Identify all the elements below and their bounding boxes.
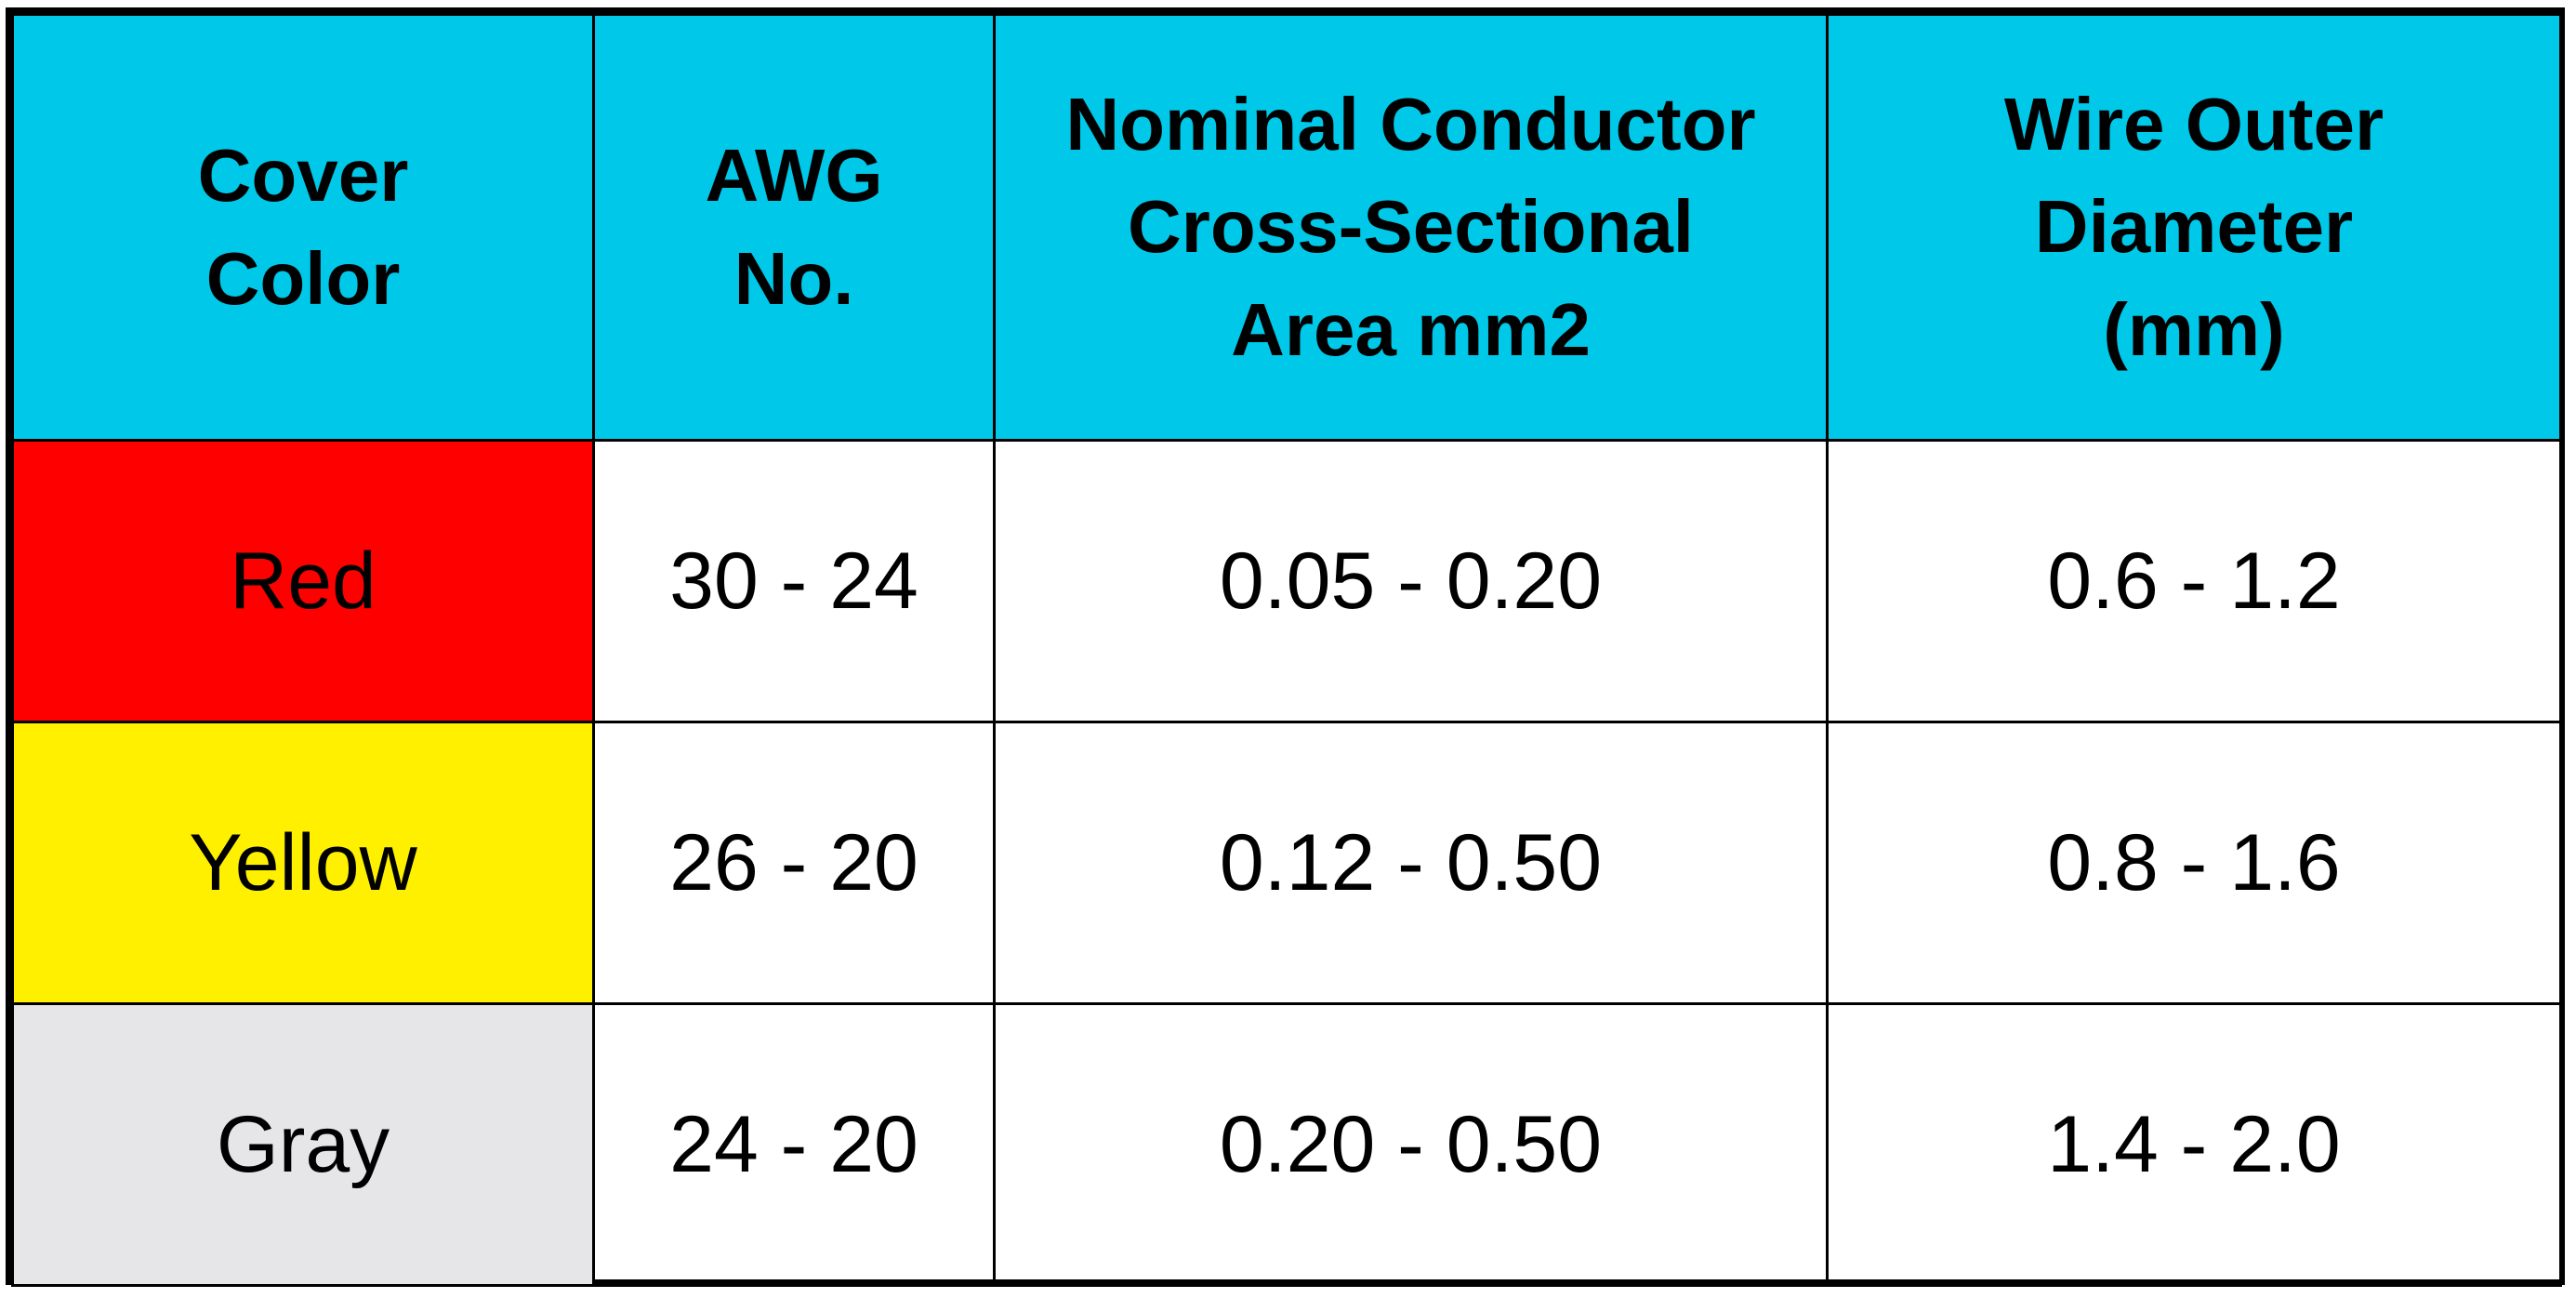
header-cover-color-line-2: Color [205, 236, 401, 320]
table-row: Yellow 26 - 20 0.12 - 0.50 0.8 - 1.6 [11, 721, 2562, 1005]
diameter-cell: 0.6 - 1.2 [1826, 439, 2562, 723]
header-row: Cover Color AWG No. Nominal Conductor Cr… [11, 13, 2562, 442]
header-diameter-line-3: (mm) [2103, 287, 2285, 371]
header-awg-line-2: No. [733, 236, 854, 320]
header-cover-color-line-1: Cover [197, 134, 409, 218]
area-cell: 0.12 - 0.50 [993, 721, 1829, 1005]
header-area-line-1: Nominal Conductor [1065, 82, 1756, 166]
header-awg-line-1: AWG [705, 134, 883, 218]
cover-color-cell: Yellow [11, 721, 595, 1005]
header-outer-diameter: Wire Outer Diameter (mm) [1826, 13, 2562, 442]
header-cover-color: Cover Color [11, 13, 595, 442]
area-cell: 0.20 - 0.50 [993, 1002, 1829, 1287]
diameter-cell: 0.8 - 1.6 [1826, 721, 2562, 1005]
header-diameter-line-2: Diameter [2034, 185, 2354, 269]
cover-color-cell: Gray [11, 1002, 595, 1287]
area-cell: 0.05 - 0.20 [993, 439, 1829, 723]
header-awg-no: AWG No. [592, 13, 996, 442]
header-diameter-line-1: Wire Outer [2003, 82, 2384, 166]
awg-cell: 30 - 24 [592, 439, 996, 723]
diameter-cell: 1.4 - 2.0 [1826, 1002, 2562, 1287]
cover-color-cell: Red [11, 439, 595, 723]
wire-spec-table-frame: Cover Color AWG No. Nominal Conductor Cr… [6, 7, 2565, 1287]
awg-cell: 24 - 20 [592, 1002, 996, 1287]
header-cross-sectional-area: Nominal Conductor Cross-Sectional Area m… [993, 13, 1829, 442]
table-row: Red 30 - 24 0.05 - 0.20 0.6 - 1.2 [11, 439, 2562, 723]
header-area-line-3: Area mm2 [1231, 287, 1591, 371]
wire-spec-table: Cover Color AWG No. Nominal Conductor Cr… [11, 13, 2562, 1287]
awg-cell: 26 - 20 [592, 721, 996, 1005]
table-row: Gray 24 - 20 0.20 - 0.50 1.4 - 2.0 [11, 1002, 2562, 1287]
header-area-line-2: Cross-Sectional [1127, 185, 1695, 269]
